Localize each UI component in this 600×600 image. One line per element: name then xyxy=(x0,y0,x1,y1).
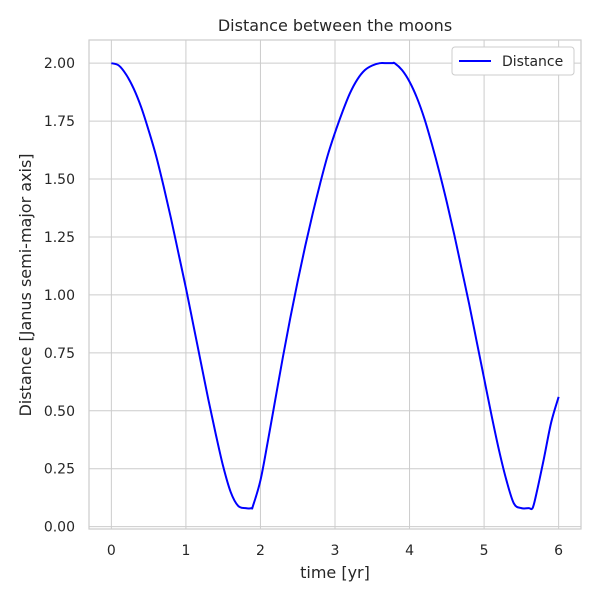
y-axis-ticks: 0.00 0.25 0.50 0.75 1.00 1.25 1.50 1.75 2.00 xyxy=(44,56,75,536)
grid xyxy=(89,40,581,529)
y-tick-label: 1.50 xyxy=(44,172,75,188)
plot-frame xyxy=(88,39,582,530)
series-line-distance xyxy=(111,61,560,511)
y-tick-label: 0.75 xyxy=(44,346,75,362)
y-tick-label: 0.25 xyxy=(44,462,75,478)
x-tick-label: 1 xyxy=(181,543,190,559)
x-axis-label: time [yr] xyxy=(300,563,370,582)
x-tick-label: 5 xyxy=(480,543,489,559)
x-tick-label: 0 xyxy=(107,543,116,559)
legend: Distance xyxy=(451,46,575,76)
legend-box xyxy=(451,46,575,76)
y-axis-label: Distance [Janus semi-major axis] xyxy=(16,153,35,416)
legend-label: Distance xyxy=(502,54,563,70)
x-tick-label: 6 xyxy=(554,543,563,559)
series-layer xyxy=(111,61,560,511)
y-tick-label: 0.00 xyxy=(44,520,75,536)
y-tick-label: 0.50 xyxy=(44,404,75,420)
y-tick-label: 2.00 xyxy=(44,56,75,72)
x-tick-label: 3 xyxy=(331,543,340,559)
x-axis-ticks: 0 1 2 3 4 5 6 xyxy=(107,543,563,559)
y-tick-label: 1.25 xyxy=(44,230,75,246)
x-tick-label: 4 xyxy=(405,543,414,559)
y-tick-label: 1.75 xyxy=(44,114,75,130)
chart-title: Distance between the moons xyxy=(218,16,452,35)
y-tick-label: 1.00 xyxy=(44,288,75,304)
x-tick-label: 2 xyxy=(256,543,265,559)
